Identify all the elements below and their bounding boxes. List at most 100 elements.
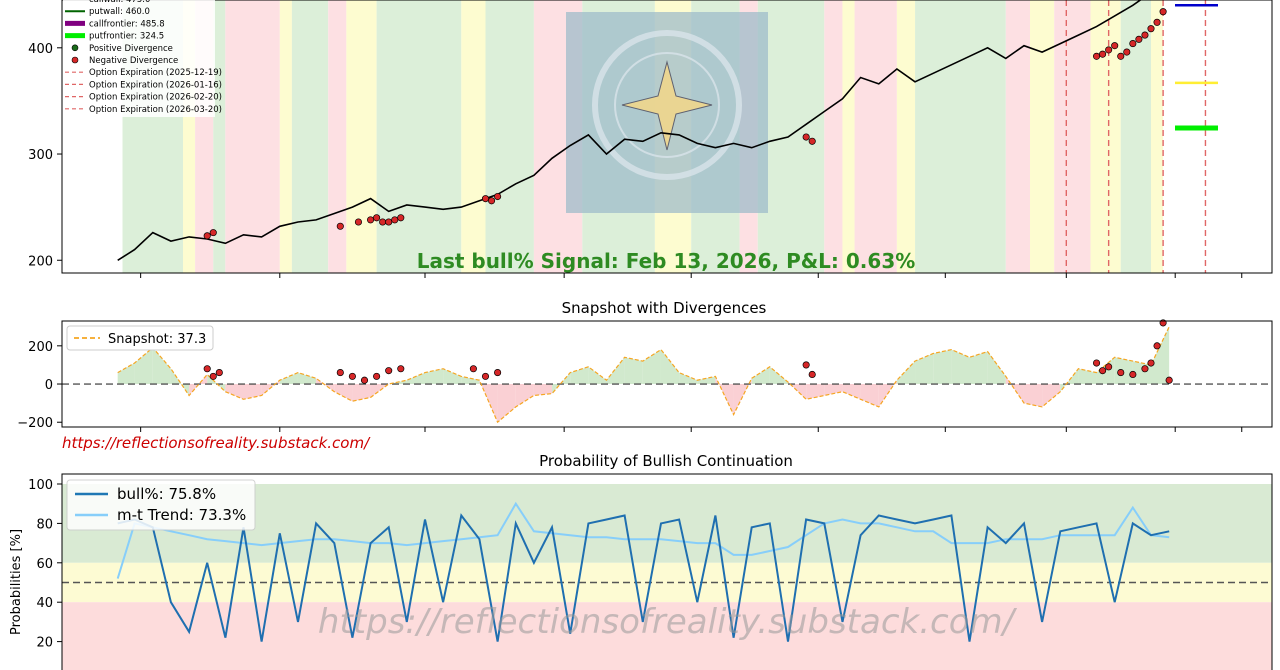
watermark-logo: [566, 12, 768, 213]
negative-divergence-dot: [373, 372, 381, 380]
price-legend-box: [63, 0, 215, 117]
snapshot-xticks: [140, 427, 1243, 432]
snapshot-fill-segment: [515, 384, 534, 407]
negative-divergence-dot: [385, 367, 393, 375]
price-legend-label: Option Expiration (2026-01-16): [89, 80, 222, 90]
negative-divergence-dot: [1099, 50, 1107, 58]
price-legend-label: Option Expiration (2025-12-19): [89, 68, 222, 78]
negative-divergence-dot: [481, 195, 490, 203]
band-green: [757, 0, 825, 273]
snapshot-fill-segment: [987, 351, 1006, 385]
snapshot-fill-segment: [860, 384, 879, 407]
snapshot-fill-segment: [352, 384, 371, 402]
price-ytick-label: 300: [28, 148, 53, 163]
band-red: [225, 0, 280, 273]
snapshot-fill-segment: [461, 376, 480, 385]
snapshot-fill-segment: [806, 384, 825, 400]
negative-divergence-dot: [808, 137, 816, 145]
negative-divergence-dot: [1117, 369, 1125, 377]
snapshot-fill-segment: [1078, 368, 1097, 385]
price-legend-label: callfrontier: 485.8: [89, 19, 165, 29]
snapshot-title: Snapshot with Divergences: [562, 299, 767, 317]
snapshot-fill-segment: [969, 351, 988, 385]
price-panel: 200 300 400 Last bull% Signal: Feb 13, 202…: [28, 0, 1273, 278]
snapshot-fill-segment: [152, 347, 171, 385]
negative-divergence-dot: [487, 197, 496, 205]
price-legend-label: callwall: 475.0: [89, 0, 150, 5]
snapshot-fill-segment: [624, 357, 643, 385]
snapshot-fill-segment: [915, 353, 934, 385]
option-expiration-lines: [1065, 0, 1207, 273]
snapshot-fill-segment: [570, 366, 589, 385]
snapshot-fill-segment: [279, 372, 298, 385]
snapshot-legend-label: Snapshot: 37.3: [108, 332, 206, 347]
snapshot-fill-segment: [660, 349, 680, 385]
price-legend-label: Option Expiration (2026-02-20): [89, 93, 222, 103]
snapshot-fill: [117, 326, 1170, 423]
probability-ytick-label: 20: [36, 636, 53, 651]
price-legend-label: putwall: 460.0: [89, 7, 150, 17]
snapshot-fill-segment: [243, 384, 262, 400]
negative-divergence-dot: [802, 361, 810, 369]
price-legend: callwall: 475.0 putwall: 460.0 callfrontie…: [63, 0, 222, 117]
snapshot-fill-segment: [117, 363, 135, 385]
negative-divergence-dot: [1123, 48, 1131, 56]
band-green: [376, 0, 462, 273]
negative-divergence-dot: [354, 218, 363, 226]
negative-divergence-dot: [1153, 18, 1161, 26]
price-ytick-label: 400: [28, 42, 53, 57]
probability-ytick-label: 60: [36, 557, 53, 572]
snapshot-fill-segment: [497, 384, 516, 423]
negative-divergence-dot: [1147, 25, 1155, 33]
negative-divergence-dot: [808, 370, 816, 379]
negative-divergence-dot: [1129, 370, 1137, 379]
snapshot-ytick-label: −200: [17, 416, 53, 431]
band-red: [854, 0, 897, 273]
probability-title: Probability of Bullish Continuation: [539, 452, 793, 470]
snapshot-legend: Snapshot: 37.3: [66, 325, 214, 351]
negative-divergence-dot: [1105, 363, 1113, 371]
negative-divergence-dot: [391, 216, 399, 224]
band-green: [1120, 0, 1151, 273]
snapshot-fill-segment: [697, 376, 716, 385]
price-negative-divergences: [203, 8, 1167, 240]
snapshot-axes-frame: [61, 320, 1273, 428]
negative-divergence-dot: [336, 222, 344, 230]
negative-divergence-dot: [336, 369, 344, 377]
zone-green: [62, 484, 1272, 563]
zone-red: [62, 602, 1272, 670]
probability-ylabel: Probabilities [%]: [9, 529, 24, 635]
probability-panel: 100 80 60 40 20 Probabilities [%] bull%: 75.…: [9, 473, 1273, 670]
price-ytick-label: 200: [28, 254, 53, 269]
snapshot-fill-segment: [297, 372, 317, 385]
snapshot-fill-segment: [842, 384, 861, 400]
band-yellow: [842, 0, 855, 273]
band-yellow: [279, 0, 292, 273]
probability-ytick-label: 100: [28, 478, 53, 493]
band-green: [213, 0, 226, 273]
negative-divergence-dot: [379, 218, 387, 226]
negative-divergence-dot: [1111, 42, 1119, 50]
band-green: [291, 0, 329, 273]
probability-legend: bull%: 75.8% m-t Trend: 73.3%: [66, 479, 256, 531]
snapshot-fill-segment: [533, 384, 553, 396]
snapshot-fill-segment: [225, 384, 244, 400]
price-legend-label: Positive Divergence: [89, 44, 173, 54]
negative-divergence-dot: [209, 229, 217, 237]
snapshot-fill-segment: [896, 361, 916, 385]
probability-axes-frame: [61, 473, 1273, 670]
negative-divergence-dot: [1093, 52, 1101, 60]
negative-divergence-dot: [1165, 376, 1173, 384]
snapshot-fill-segment: [679, 372, 698, 385]
negative-divergence-dot: [203, 232, 211, 240]
band-red: [1054, 0, 1091, 273]
snapshot-fill-segment: [878, 380, 897, 407]
snapshot-fill-segment: [425, 368, 444, 385]
band-yellow: [1151, 0, 1164, 273]
snapshot-fill-segment: [951, 349, 970, 385]
negative-divergence-dot: [385, 218, 393, 226]
probability-ytick-label: 40: [36, 596, 53, 611]
band-yellow: [1090, 0, 1121, 273]
negative-divergence-dot: [397, 365, 405, 373]
price-legend-label: Option Expiration (2026-03-20): [89, 105, 222, 115]
